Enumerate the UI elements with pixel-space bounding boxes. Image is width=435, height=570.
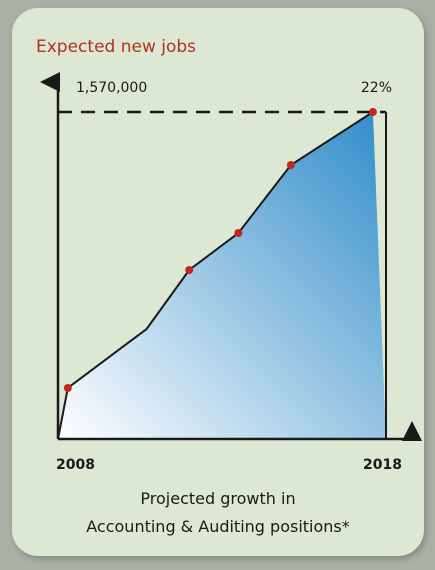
caption-line-1: Projected growth in — [140, 489, 295, 508]
area-fill — [58, 112, 386, 439]
end-value-label: 22% — [361, 80, 392, 96]
data-point-3 — [185, 266, 194, 274]
caption-line-2: Accounting & Auditing positions* — [86, 517, 350, 536]
data-point-4 — [234, 229, 243, 237]
chart-title: Expected new jobs — [36, 37, 196, 57]
x-end-label: 2018 — [363, 457, 402, 473]
data-point-1 — [63, 384, 72, 392]
data-markers — [63, 108, 377, 392]
data-point-5 — [286, 161, 295, 169]
x-start-label: 2008 — [56, 457, 95, 473]
y-max-label: 1,570,000 — [76, 80, 147, 96]
data-point-6 — [368, 108, 377, 116]
